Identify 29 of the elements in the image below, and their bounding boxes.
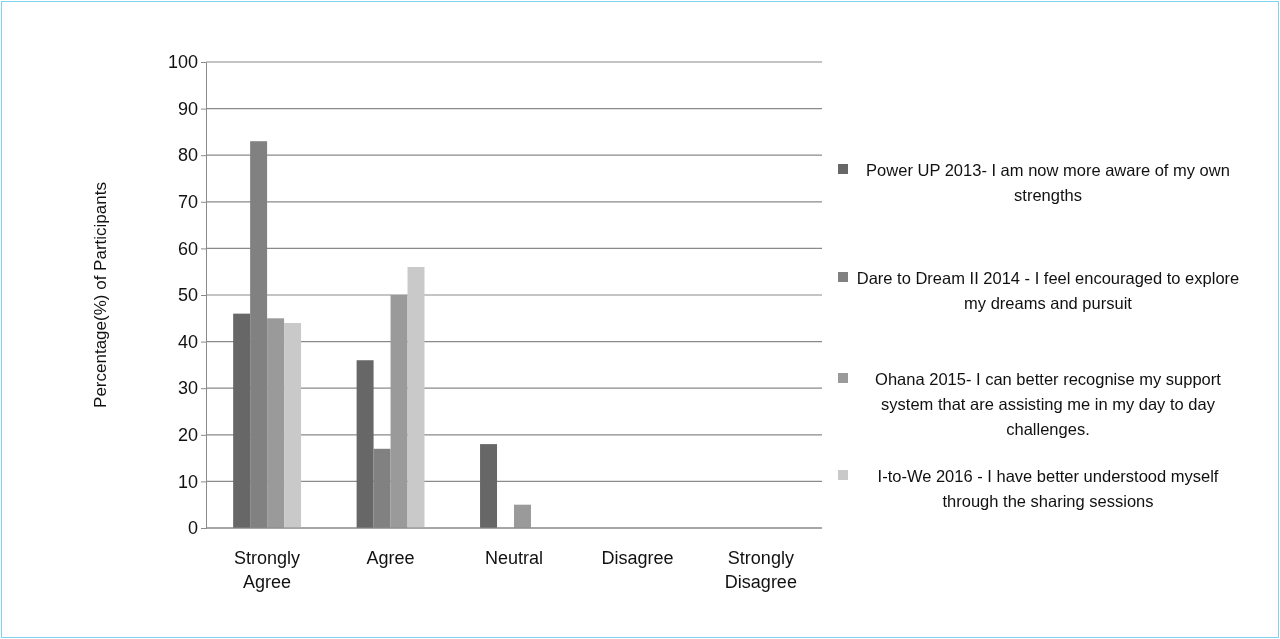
bar	[356, 360, 374, 528]
legend-label: Power UP 2013- I am now more aware of my own strengths	[866, 161, 1230, 204]
bar	[267, 318, 285, 528]
y-tick-label: 50	[177, 285, 198, 306]
y-tick-label: 70	[177, 192, 198, 213]
y-tick-label: 90	[177, 98, 198, 119]
x-tick-label: Strongly Agree	[234, 548, 301, 592]
y-tick-label: 0	[187, 518, 198, 539]
bar	[407, 267, 425, 528]
y-tick-label: 40	[177, 331, 198, 352]
legend-label: Ohana 2015- I can better recognise my support system that are assisting me in my day to day challenges.	[875, 370, 1222, 438]
x-tick-label: Strongly Disagree	[724, 548, 797, 592]
x-tick-label: Neutral	[484, 548, 544, 568]
bar	[284, 322, 302, 528]
y-tick-label: 100	[167, 52, 198, 73]
y-tick-label: 10	[177, 471, 198, 492]
bar	[480, 444, 498, 528]
x-tick-label: Agree	[366, 548, 415, 568]
legend-label: I-to-We 2016 - I have better understood myself through the sharing sessions	[877, 467, 1219, 510]
bar	[390, 295, 408, 528]
legend-label: Dare to Dream II 2014 - I feel encouraged to explore my dreams and pursuit	[856, 269, 1240, 312]
y-tick-label: 60	[177, 238, 198, 259]
y-tick-label: 30	[177, 378, 198, 399]
y-tick-label: 80	[177, 145, 198, 166]
bar	[233, 313, 251, 528]
x-tick-label: Disagree	[601, 548, 674, 568]
y-tick-label: 20	[177, 425, 198, 446]
bar	[514, 504, 531, 528]
y-axis-title: Percentage(%) of Participants	[91, 182, 110, 408]
